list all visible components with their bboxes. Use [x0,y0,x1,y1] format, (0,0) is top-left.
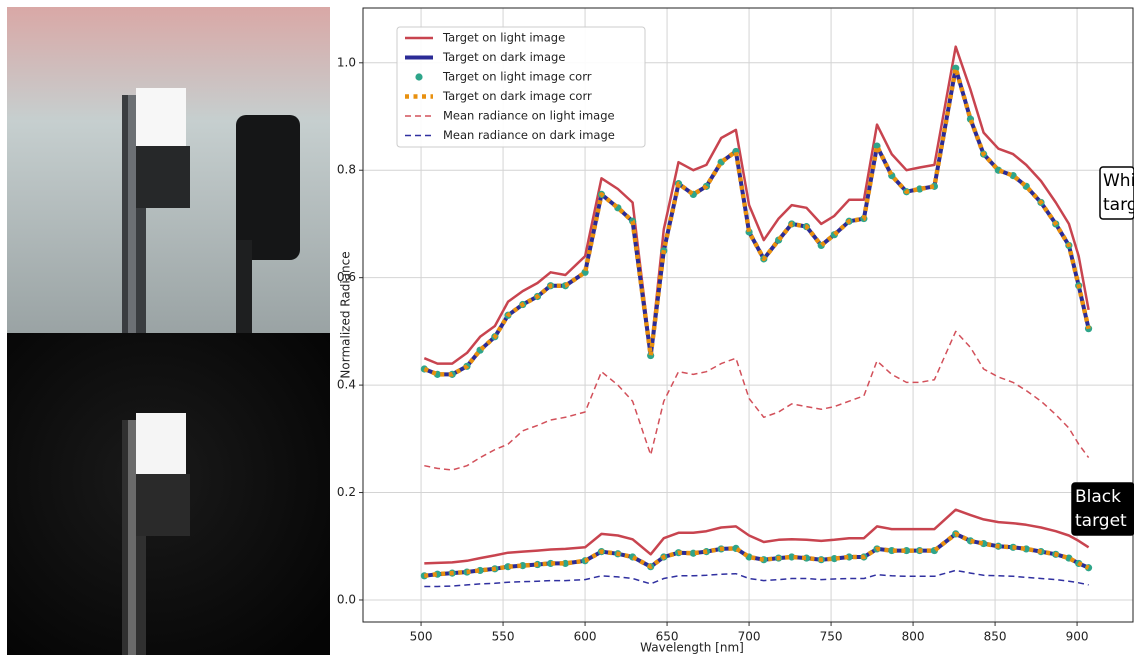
shadow [236,115,300,260]
x-tick-label: 550 [492,630,515,644]
x-tick-label: 650 [656,630,679,644]
y-tick-label: 1.0 [337,55,356,69]
series-line [424,531,1090,579]
x-tick-label: 750 [820,630,843,644]
y-tick-label: 0.8 [337,163,356,177]
series-line [423,45,1090,365]
target-post-edge [128,95,136,333]
black-target [136,474,190,536]
x-axis-label: Wavelength [nm] [640,641,744,655]
legend-label: Target on light image corr [442,70,592,84]
legend-label: Mean radiance on dark image [443,128,615,142]
white-target [136,413,186,475]
legend-label: Mean radiance on light image [443,109,615,123]
legend-marker [415,73,423,81]
annotation-box [1071,482,1134,536]
y-tick-label: 0.4 [337,378,356,392]
x-tick-label: 800 [902,630,925,644]
photo-light [7,7,330,333]
annotation-text: target [1103,195,1134,215]
y-axis-label: Normalized Radiance [339,251,353,378]
series-line [424,569,1089,588]
series-line [424,330,1090,471]
legend-label: Target on dark image [442,50,565,64]
x-tick-label: 500 [410,630,433,644]
target-post-edge [128,420,136,655]
x-tick-label: 850 [984,630,1007,644]
series-line [424,508,1090,565]
y-tick-label: 0.6 [337,270,356,284]
photo-dark [7,333,330,655]
white-target [136,88,186,148]
x-tick-label: 600 [574,630,597,644]
y-tick-label: 0.2 [337,485,356,499]
annotation-text: Black [1075,487,1121,507]
x-tick-label: 700 [738,630,761,644]
annotation-text: White [1103,171,1134,191]
annotation-text: target [1075,511,1127,531]
x-tick-label: 900 [1066,630,1089,644]
annotation-box [1099,166,1134,220]
shadow-post [236,240,252,333]
series-line [424,531,1090,578]
legend-label: Target on light image [442,31,565,45]
plot-frame [362,7,1134,623]
y-tick-label: 0.0 [337,592,356,606]
black-target [136,146,190,208]
legend-box [396,26,646,148]
series-line [423,65,1091,377]
legend-label: Target on dark image corr [442,89,592,103]
